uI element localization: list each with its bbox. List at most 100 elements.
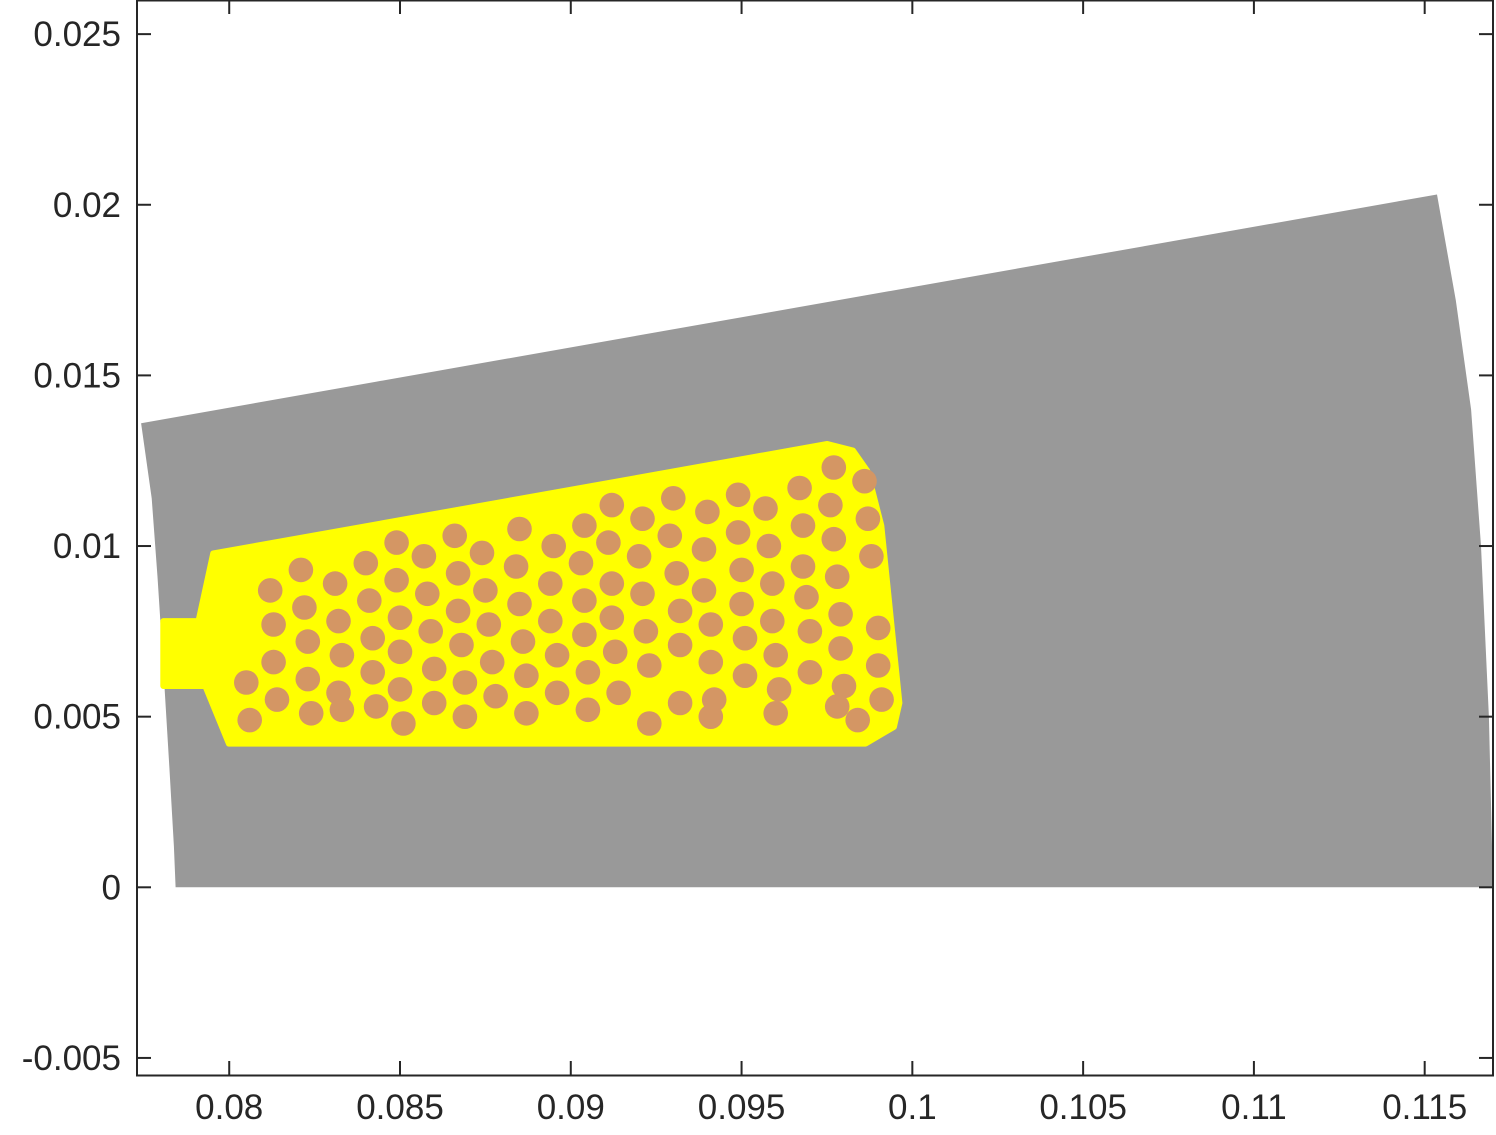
conductor-11 — [572, 513, 597, 538]
conductor-29 — [473, 578, 498, 603]
conductor-31 — [538, 571, 563, 596]
conductor-59 — [790, 554, 816, 579]
conductor-9 — [507, 516, 532, 542]
conductor-12 — [599, 492, 625, 518]
conductor-46 — [387, 605, 413, 630]
conductor-30 — [503, 554, 529, 579]
y-axis-ticks: -0.005 0 0.005 0.01 0.015 0.02 0.025 — [22, 15, 1493, 1078]
conductor-44 — [329, 642, 355, 668]
conductor-55 — [664, 561, 689, 586]
conductor-16 — [725, 482, 751, 508]
conductor-43 — [295, 629, 321, 654]
conductor-49 — [476, 612, 502, 637]
conductor-66 — [360, 660, 386, 685]
conductor-25 — [357, 588, 382, 613]
conductor-91 — [544, 680, 570, 706]
conductor-103 — [391, 711, 416, 736]
conductor-51 — [538, 608, 563, 634]
conductor-88 — [452, 670, 478, 695]
conductor-104 — [452, 704, 478, 729]
x-tick-label: 0.085 — [356, 1088, 444, 1127]
x-tick-label: 0.115 — [1382, 1088, 1467, 1127]
conductor-114 — [869, 687, 894, 712]
conductor-106 — [575, 697, 601, 723]
conductor-85 — [363, 694, 389, 719]
conductor-50 — [507, 591, 532, 617]
conductor-7 — [442, 523, 468, 549]
conductor-14 — [661, 486, 686, 511]
y-tick-label: 0.02 — [53, 186, 121, 225]
conductor-35 — [657, 523, 683, 549]
conductor-19 — [818, 492, 843, 518]
conductor-117 — [763, 701, 788, 726]
conductor-52 — [572, 588, 597, 613]
conductor-90 — [514, 663, 539, 688]
conductor-67 — [387, 639, 413, 665]
conductor-24 — [326, 608, 351, 634]
conductor-110 — [732, 663, 758, 688]
conductor-58 — [760, 571, 785, 596]
conductor-48 — [445, 598, 471, 624]
conductor-115 — [606, 680, 631, 706]
conductor-15 — [695, 499, 720, 525]
conductor-37 — [725, 520, 751, 545]
conductor-21 — [852, 468, 877, 494]
y-tick-label: 0.025 — [33, 15, 121, 54]
x-tick-label: 0.095 — [698, 1088, 786, 1127]
conductor-81 — [828, 602, 853, 627]
conductor-69 — [449, 632, 474, 658]
conductor-40 — [821, 526, 847, 552]
conductor-group — [234, 455, 894, 736]
y-tick-label: -0.005 — [22, 1039, 121, 1078]
conductor-95 — [667, 632, 693, 658]
conductor-4 — [353, 550, 379, 576]
conductor-2 — [288, 557, 314, 583]
conductor-83 — [237, 707, 262, 733]
conductor-38 — [756, 533, 782, 559]
conductor-6 — [411, 544, 437, 569]
conductor-36 — [691, 537, 717, 562]
x-tick-label: 0.105 — [1039, 1088, 1127, 1127]
conductor-89 — [483, 683, 508, 709]
conductor-41 — [855, 506, 881, 531]
conductor-61 — [859, 544, 884, 569]
conductor-87 — [421, 690, 447, 716]
conductor-102 — [329, 697, 355, 723]
conductor-1 — [257, 578, 283, 603]
conductor-22 — [261, 612, 286, 637]
conductor-119 — [845, 707, 870, 733]
x-tick-label: 0.1 — [888, 1088, 937, 1127]
x-tick-label: 0.11 — [1221, 1088, 1287, 1127]
conductor-60 — [824, 564, 850, 589]
conductor-118 — [824, 694, 850, 719]
conductor-92 — [575, 660, 601, 685]
conductor-73 — [572, 622, 597, 648]
conductor-98 — [763, 642, 788, 668]
conductor-80 — [794, 584, 819, 610]
conductor-68 — [421, 656, 447, 682]
y-tick-label: 0.005 — [33, 698, 121, 737]
conductor-105 — [514, 701, 539, 726]
conductor-70 — [479, 649, 505, 675]
conductor-112 — [797, 660, 823, 685]
conductor-99 — [797, 619, 823, 644]
conductor-26 — [384, 567, 409, 593]
x-axis-ticks: 0.08 0.085 0.09 0.095 0.1 0.105 0.11 0.115 — [195, 0, 1467, 1127]
conductor-63 — [264, 687, 290, 712]
conductor-18 — [787, 475, 812, 501]
conductor-45 — [360, 625, 386, 651]
conductor-86 — [387, 677, 413, 702]
conductor-72 — [544, 642, 570, 668]
conductor-79 — [760, 608, 785, 634]
conductor-84 — [298, 701, 324, 726]
conductor-71 — [510, 629, 536, 654]
conductor-3 — [322, 571, 348, 596]
x-tick-label: 0.08 — [195, 1088, 263, 1127]
y-tick-label: 0.01 — [53, 527, 121, 566]
conductor-75 — [633, 619, 659, 644]
conductor-27 — [415, 581, 440, 607]
conductor-97 — [732, 625, 758, 651]
conductor-108 — [667, 690, 693, 716]
y-tick-label: 0.015 — [33, 356, 121, 395]
